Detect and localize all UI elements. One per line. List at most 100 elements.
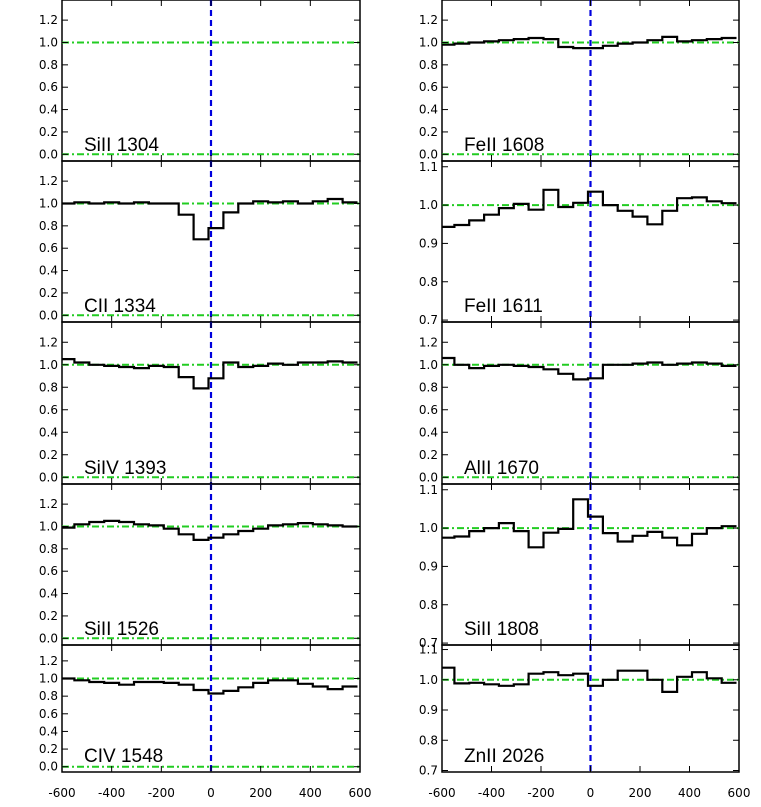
y-tick-label: 0.2 — [39, 125, 58, 139]
y-tick-label: 0.8 — [39, 689, 58, 703]
x-tick-label: 600 — [349, 786, 372, 800]
panel-label: AlII 1670 — [464, 458, 539, 479]
y-tick-label: 1.0 — [419, 35, 438, 49]
panel-siii-1526: 0.0 0.2 0.4 0.6 0.8 1.0 1.2 SiII 1526 — [39, 483, 361, 646]
spectrum-histogram — [62, 197, 358, 241]
y-tick-label: 0.8 — [419, 58, 438, 72]
x-tick-label: 200 — [249, 786, 272, 800]
y-tick-label: 1.2 — [419, 335, 438, 349]
y-tick-label: 0.8 — [419, 733, 438, 747]
panel-label: SiII 1808 — [464, 619, 539, 640]
y-tick-label: 0.4 — [39, 264, 58, 278]
panel-label: FeII 1611 — [464, 296, 543, 317]
y-tick-label: 0.9 — [419, 703, 438, 717]
y-tick-label: 0.0 — [39, 631, 58, 645]
spectrum-histogram — [62, 519, 358, 541]
y-tick-label: 0.2 — [419, 125, 438, 139]
panel-label: SiII 1526 — [84, 619, 159, 640]
y-tick-label: 0.6 — [39, 80, 58, 94]
spectrum-histogram — [62, 677, 358, 695]
x-tick-label: -200 — [148, 786, 175, 800]
y-tick-label: 0.6 — [419, 80, 438, 94]
y-tick-label: 1.0 — [39, 519, 58, 533]
x-tick-label: -400 — [98, 786, 125, 800]
y-tick-label: 1.0 — [39, 358, 58, 372]
panel-label: CIV 1548 — [84, 746, 163, 767]
y-tick-label: 1.2 — [39, 335, 58, 349]
panel-feii-1608: 0.0 0.2 0.4 0.6 0.8 1.0 1.2 FeII 1608 — [419, 0, 740, 162]
x-tick-label: 200 — [629, 786, 652, 800]
panel-label: SiIV 1393 — [84, 458, 166, 479]
y-tick-label: 0.7 — [419, 636, 438, 650]
y-tick-label: 0.8 — [419, 598, 438, 612]
y-tick-label: 1.1 — [419, 643, 438, 657]
x-tick-label: 400 — [299, 786, 322, 800]
y-tick-label: 1.2 — [39, 174, 58, 188]
y-tick-label: 0.6 — [39, 564, 58, 578]
y-tick-label: 0.8 — [419, 275, 438, 289]
panel-label: CII 1334 — [84, 296, 156, 317]
panel-label: SiII 1304 — [84, 135, 159, 156]
x-tick-label: -400 — [478, 786, 505, 800]
spectrum-histogram — [442, 666, 737, 693]
panel-feii-1611: 0.7 0.8 0.9 1.0 1.1 FeII 1611 — [419, 160, 740, 327]
y-tick-label: 1.0 — [39, 672, 58, 686]
panel-siiv-1393: 0.0 0.2 0.4 0.6 0.8 1.0 1.2 SiIV 1393 — [39, 321, 361, 485]
y-tick-label: 0.8 — [39, 380, 58, 394]
y-tick-label: 0.6 — [39, 403, 58, 417]
y-tick-label: 0.6 — [39, 241, 58, 255]
spectrum-histogram — [62, 358, 358, 390]
spectrum-histogram — [442, 356, 737, 381]
y-tick-label: 0.4 — [39, 587, 58, 601]
y-tick-label: 0.7 — [419, 763, 438, 777]
y-tick-label: 0.0 — [419, 147, 438, 161]
y-tick-label: 1.1 — [419, 483, 438, 497]
y-tick-label: 0.2 — [419, 448, 438, 462]
y-tick-label: 0.8 — [39, 542, 58, 556]
y-tick-label: 0.8 — [419, 380, 438, 394]
spectrum-histogram — [442, 35, 737, 50]
y-tick-label: 1.0 — [39, 196, 58, 210]
x-tick-label: 0 — [587, 786, 595, 800]
spectrum-histogram — [442, 498, 737, 549]
x-tick-label: 600 — [728, 786, 751, 800]
y-tick-label: 0.0 — [39, 470, 58, 484]
panel-alii-1670: 0.0 0.2 0.4 0.6 0.8 1.0 1.2 AlII 1670 — [419, 321, 740, 485]
y-tick-label: 1.0 — [39, 35, 58, 49]
panel-label: ZnII 2026 — [464, 746, 544, 767]
y-tick-label: 1.2 — [39, 13, 58, 27]
y-tick-label: 1.0 — [419, 673, 438, 687]
x-tick-label: -600 — [428, 786, 455, 800]
y-tick-label: 1.2 — [39, 654, 58, 668]
y-tick-label: 0.9 — [419, 236, 438, 250]
x-tick-label: 0 — [207, 786, 215, 800]
panel-znii-2026: 0.7 0.8 0.9 1.0 1.1 ZnII 2026 — [419, 643, 740, 777]
y-tick-label: 0.0 — [39, 760, 58, 774]
y-tick-label: 0.0 — [39, 147, 58, 161]
y-tick-label: 0.0 — [39, 308, 58, 322]
panel-civ-1548: 0.0 0.2 0.4 0.6 0.8 1.0 1.2 CIV 1548 — [39, 644, 361, 774]
y-tick-label: 0.4 — [39, 103, 58, 117]
y-tick-label: 1.2 — [39, 497, 58, 511]
y-tick-label: 0.7 — [419, 313, 438, 327]
y-tick-label: 0.4 — [419, 425, 438, 439]
spectrum-histogram — [442, 188, 737, 228]
y-tick-label: 0.8 — [39, 58, 58, 72]
y-tick-label: 0.6 — [419, 403, 438, 417]
y-tick-label: 0.2 — [39, 742, 58, 756]
y-tick-label: 0.8 — [39, 219, 58, 233]
panel-siii-1808: 0.7 0.8 0.9 1.0 1.1 SiII 1808 — [419, 483, 740, 650]
y-tick-label: 1.0 — [419, 521, 438, 535]
y-tick-label: 0.4 — [39, 724, 58, 738]
panel-label: FeII 1608 — [464, 135, 544, 156]
y-tick-label: 1.0 — [419, 198, 438, 212]
y-tick-label: 1.2 — [419, 13, 438, 27]
panel-cii-1334: 0.0 0.2 0.4 0.6 0.8 1.0 1.2 CII 1334 — [39, 160, 361, 323]
y-tick-label: 0.2 — [39, 609, 58, 623]
y-tick-label: 0.9 — [419, 559, 438, 573]
x-tick-label: -200 — [527, 786, 554, 800]
x-tick-label: 400 — [678, 786, 701, 800]
y-tick-label: 0.0 — [419, 470, 438, 484]
y-tick-label: 0.2 — [39, 286, 58, 300]
